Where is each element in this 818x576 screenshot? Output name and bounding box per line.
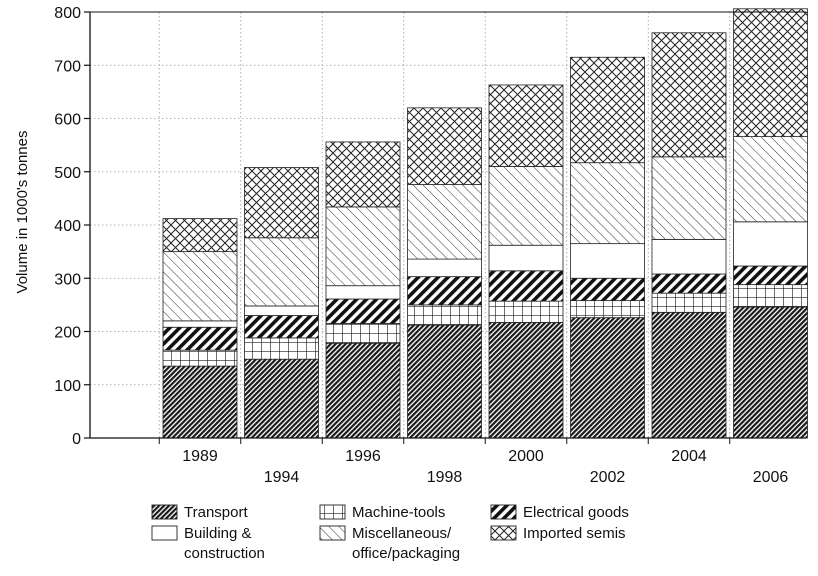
bar-segment <box>570 317 645 439</box>
bar-segment <box>162 326 238 351</box>
legend-swatch <box>151 525 178 541</box>
bar-segment <box>651 32 727 158</box>
y-tick-label: 100 <box>54 378 81 395</box>
bar-segment <box>651 311 727 439</box>
bar-segment <box>570 162 645 245</box>
bar-segment <box>407 324 482 439</box>
legend-swatch <box>151 504 178 520</box>
legend-swatch <box>490 525 517 541</box>
legend-swatch <box>490 504 517 520</box>
bar-segment <box>570 300 645 319</box>
bar-segment <box>244 237 319 307</box>
y-tick-label: 700 <box>54 58 81 75</box>
legend-label: Electrical goods <box>523 504 629 521</box>
bar-segment <box>407 107 482 185</box>
bar-segment <box>733 8 808 138</box>
y-tick-labels: 0 100 200 300 400 500 600 700 800 <box>54 5 81 448</box>
x-tick-label: 1994 <box>264 469 300 486</box>
bar-segment <box>325 285 401 300</box>
bar-segment <box>162 349 238 367</box>
bar-segment <box>651 292 727 313</box>
bar-segment <box>570 277 645 302</box>
bar-segment <box>488 84 564 167</box>
bar-segment <box>570 243 645 279</box>
bar-segment <box>244 337 319 360</box>
legend-label: construction <box>184 545 265 562</box>
bar-segment <box>325 298 401 324</box>
bar-segment <box>162 251 238 322</box>
bar-segment <box>733 221 808 267</box>
bar-segment <box>651 156 727 240</box>
legend-swatch <box>319 504 346 520</box>
bar-segment <box>407 258 482 278</box>
bar-segment <box>325 141 401 208</box>
bar-segment <box>407 184 482 260</box>
bar-segment <box>244 305 319 316</box>
legend-label: Transport <box>184 504 248 521</box>
bar-segment <box>162 218 238 253</box>
bar-segment <box>651 273 727 294</box>
bar-segment <box>325 323 401 344</box>
bar-segment <box>733 265 808 286</box>
y-tick-label: 0 <box>72 431 81 448</box>
bar-segment <box>325 342 401 439</box>
legend-label: Miscellaneous/ <box>352 525 452 542</box>
legend-label: Machine-tools <box>352 504 445 521</box>
y-axis-title: Volume in 1000's tonnes <box>14 131 31 294</box>
bar-segment <box>488 270 564 302</box>
y-tick-label: 800 <box>54 5 81 22</box>
bars <box>162 8 808 439</box>
legend-label: Building & <box>184 525 252 542</box>
bar-segment <box>488 166 564 246</box>
bar-segment <box>651 238 727 275</box>
x-tick-label: 2002 <box>590 469 626 486</box>
bar-segment <box>488 244 564 272</box>
bar-segment <box>407 304 482 326</box>
x-tick-label: 2006 <box>753 469 789 486</box>
bar-segment <box>162 365 238 439</box>
x-tick-label: 1989 <box>182 448 218 465</box>
y-tick-label: 200 <box>54 325 81 342</box>
bar-segment <box>733 136 808 223</box>
bar-segment <box>488 322 564 439</box>
bar-segment <box>244 315 319 339</box>
x-tick-label: 2000 <box>508 448 544 465</box>
legend-swatch <box>319 525 346 541</box>
legend: Transport Machine-tools Electrical goods Bu… <box>151 504 629 562</box>
bar-segment <box>733 306 808 439</box>
legend-label: office/packaging <box>352 545 460 562</box>
x-tick-labels: 1989 1994 1996 1998 2000 2002 2004 2006 <box>182 448 788 486</box>
bar-segment <box>407 276 482 306</box>
x-tick-label: 1996 <box>345 448 381 465</box>
bar-segment <box>570 56 645 164</box>
y-tick-label: 500 <box>54 165 81 182</box>
x-tick-label: 2004 <box>671 448 707 465</box>
legend-label: Imported semis <box>523 525 626 542</box>
bar-segment <box>244 167 319 239</box>
x-tick-label: 1998 <box>427 469 463 486</box>
bar-segment <box>244 358 319 439</box>
bar-segment <box>162 320 238 328</box>
y-tick-label: 300 <box>54 271 81 288</box>
bar-segment <box>325 206 401 287</box>
axes <box>84 11 806 444</box>
y-tick-label: 600 <box>54 112 81 129</box>
y-tick-label: 400 <box>54 218 81 235</box>
bar-segment <box>733 284 808 308</box>
bar-segment <box>488 300 564 323</box>
